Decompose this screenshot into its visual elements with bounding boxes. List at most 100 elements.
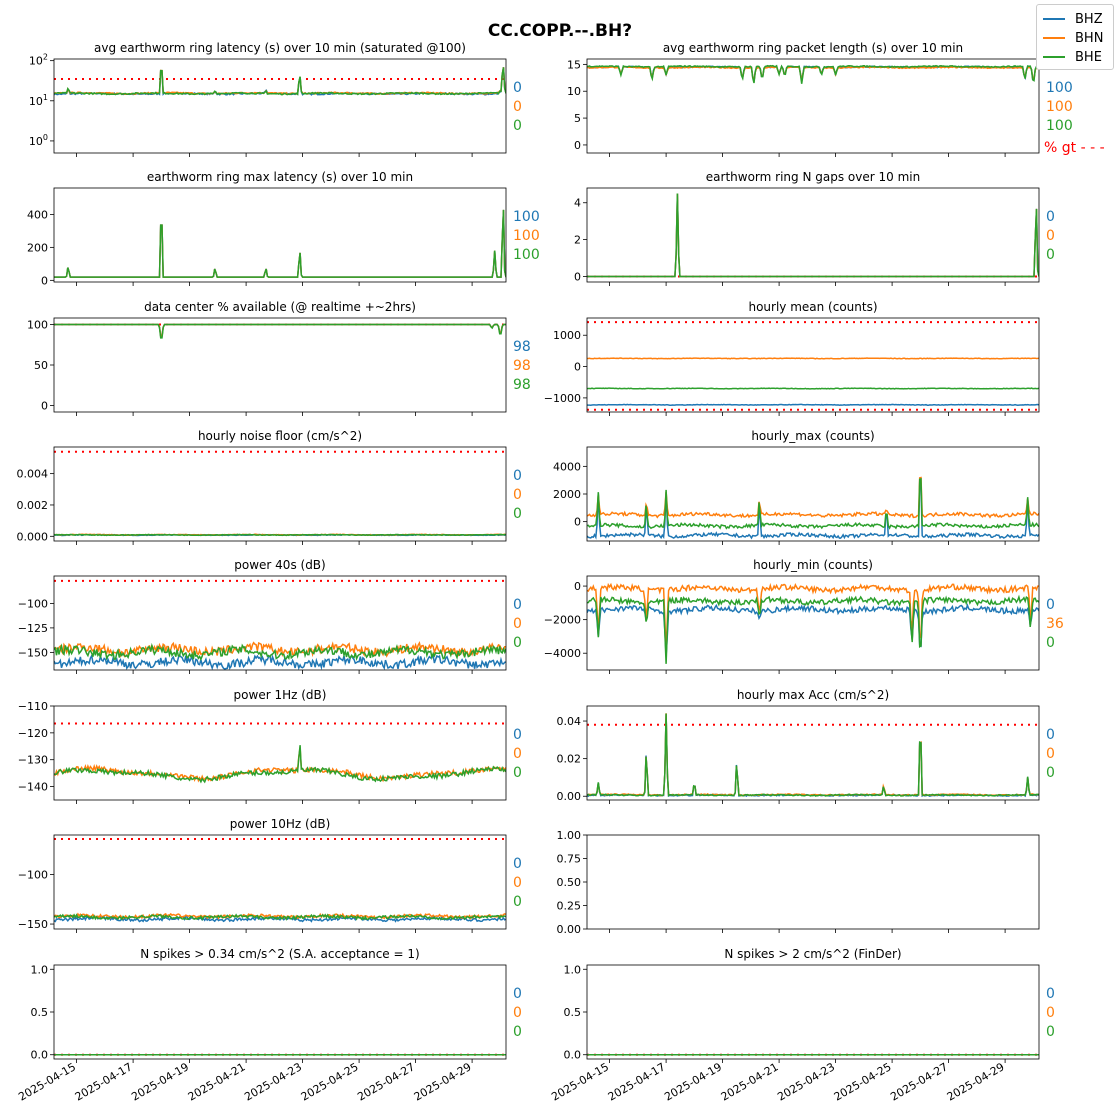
subplot-title: hourly noise floor (cm/s^2) bbox=[198, 429, 362, 443]
axes-frame bbox=[586, 317, 1040, 413]
subplot-title: hourly_max (counts) bbox=[751, 429, 874, 443]
series-line-bhe bbox=[587, 193, 1039, 278]
series-line-bhe bbox=[54, 209, 506, 278]
stat-label: 0 bbox=[1046, 247, 1055, 263]
x-tick-label: 2025-04-25 bbox=[832, 1060, 894, 1103]
stat-label: 98 bbox=[513, 339, 531, 355]
y-tick-label: −100 bbox=[18, 597, 48, 610]
stat-label: 100 bbox=[1046, 99, 1073, 115]
stat-label: 98 bbox=[513, 377, 531, 393]
series-line-bhz bbox=[587, 193, 1039, 278]
x-tick-label: 2025-04-15 bbox=[16, 1060, 78, 1103]
y-tick-label: 0.004 bbox=[17, 468, 49, 481]
series-line-bhn bbox=[54, 209, 506, 278]
subplot-title: N spikes > 2 cm/s^2 (FinDer) bbox=[724, 947, 901, 961]
y-tick-label: −140 bbox=[18, 781, 48, 794]
series-line-bhe bbox=[587, 387, 1039, 390]
stat-label: 0 bbox=[1046, 1024, 1055, 1040]
y-tick-label: 0.002 bbox=[17, 499, 49, 512]
legend-item-bhn: BHN bbox=[1043, 30, 1103, 46]
stat-label: 0 bbox=[1046, 746, 1055, 762]
stat-label: 100 bbox=[513, 228, 540, 244]
stat-label: 0 bbox=[513, 99, 522, 115]
y-tick-label: −1000 bbox=[544, 392, 581, 405]
stat-label: 0 bbox=[1046, 635, 1055, 651]
y-tick-label: 0 bbox=[574, 516, 581, 529]
stat-label: 0 bbox=[513, 986, 522, 1002]
y-tick-label: −150 bbox=[18, 646, 48, 659]
series-line-bhe bbox=[54, 913, 506, 921]
stat-label: 0 bbox=[513, 856, 522, 872]
subplot-title: earthworm ring N gaps over 10 min bbox=[706, 170, 920, 184]
series-line-bhe bbox=[587, 713, 1039, 797]
series-line-bhz bbox=[54, 653, 506, 670]
series-line-bhz bbox=[54, 67, 506, 96]
series-line-bhz bbox=[54, 209, 506, 278]
stat-label: 0 bbox=[1046, 228, 1055, 244]
subplot-title: hourly mean (counts) bbox=[748, 300, 877, 314]
y-tick-label: 1.00 bbox=[557, 829, 582, 842]
y-tick-label: 1000 bbox=[553, 329, 581, 342]
x-tick-label: 2025-04-21 bbox=[186, 1060, 248, 1103]
subplot-title: hourly_min (counts) bbox=[753, 558, 873, 572]
subplot-p9: hourly_min (counts) −4000 −2000 0 0 36 0 bbox=[544, 558, 1064, 674]
y-tick-label: 50 bbox=[34, 359, 48, 372]
y-tick-label: −4000 bbox=[544, 647, 581, 660]
stat-label: 0 bbox=[1046, 209, 1055, 225]
series-line-bhn bbox=[54, 67, 506, 96]
legend-item-bhz: BHZ bbox=[1043, 11, 1103, 27]
axes-frame bbox=[586, 705, 1040, 801]
stat-label: 0 bbox=[513, 746, 522, 762]
y-tick-label: 400 bbox=[27, 208, 48, 221]
stat-label: 36 bbox=[1046, 616, 1064, 632]
subplot-p14: N spikes > 0.34 cm/s^2 (S.A. acceptance … bbox=[16, 947, 522, 1104]
y-tick-label: 0.000 bbox=[17, 530, 49, 543]
stat-label: 0 bbox=[513, 727, 522, 743]
x-tick-label: 2025-04-21 bbox=[719, 1060, 781, 1103]
figure-title: CC.COPP.--.BH? bbox=[488, 21, 632, 41]
x-tick-label: 2025-04-27 bbox=[888, 1060, 950, 1103]
x-tick-label: 2025-04-19 bbox=[129, 1060, 191, 1103]
y-tick-label: 102 bbox=[29, 53, 48, 68]
series-line-bhz bbox=[587, 403, 1039, 406]
subplot-p15: N spikes > 2 cm/s^2 (FinDer) 0.0 0.5 1.0 202… bbox=[549, 947, 1055, 1104]
y-tick-label: −130 bbox=[18, 754, 48, 767]
stat-label: 100 bbox=[513, 247, 540, 263]
stat-label: 0 bbox=[1046, 986, 1055, 1002]
y-tick-label: 0.0 bbox=[564, 1049, 582, 1062]
series-line-bhn bbox=[54, 323, 506, 337]
x-tick-label: 2025-04-29 bbox=[945, 1060, 1007, 1103]
axes-frame bbox=[586, 834, 1040, 930]
subplot-title: avg earthworm ring packet length (s) ove… bbox=[663, 41, 963, 55]
y-tick-label: −125 bbox=[18, 622, 48, 635]
x-tick-label: 2025-04-29 bbox=[412, 1060, 474, 1103]
stat-label: 0 bbox=[1046, 597, 1055, 613]
stat-label: 0 bbox=[1046, 765, 1055, 781]
series-line-bhe bbox=[54, 642, 506, 662]
y-tick-label: 0.5 bbox=[31, 1006, 49, 1019]
series-line-bhe bbox=[587, 477, 1039, 530]
series-line-bhn bbox=[587, 357, 1039, 360]
stat-label: 0 bbox=[513, 597, 522, 613]
y-tick-label: 100 bbox=[27, 318, 48, 331]
y-tick-label: −150 bbox=[18, 918, 48, 931]
stat-label: 0 bbox=[513, 765, 522, 781]
legend: BHZ BHN BHE bbox=[1036, 4, 1114, 70]
axes-frame bbox=[586, 58, 1040, 154]
stat-label: 0 bbox=[513, 468, 522, 484]
axes-frame bbox=[586, 964, 1040, 1060]
subplot-p12: power 10Hz (dB) −150 −100 0 0 0 bbox=[18, 817, 522, 933]
y-tick-label: 4000 bbox=[553, 460, 581, 473]
axes-frame bbox=[53, 317, 507, 413]
subplot-p8: power 40s (dB) −150 −125 −100 0 0 0 bbox=[18, 558, 522, 674]
subplot-p10: power 1Hz (dB) −140 −130 −120 −110 0 0 0 bbox=[18, 688, 522, 804]
series-line-bhe bbox=[54, 67, 506, 96]
series-line-bhz bbox=[587, 714, 1039, 798]
x-tick-label: 2025-04-19 bbox=[662, 1060, 724, 1103]
stat-label: 0 bbox=[513, 118, 522, 134]
subplot-title: avg earthworm ring latency (s) over 10 m… bbox=[94, 41, 466, 55]
x-tick-label: 2025-04-23 bbox=[775, 1060, 837, 1103]
y-tick-label: 1.0 bbox=[564, 963, 582, 976]
axes-frame bbox=[586, 187, 1040, 283]
